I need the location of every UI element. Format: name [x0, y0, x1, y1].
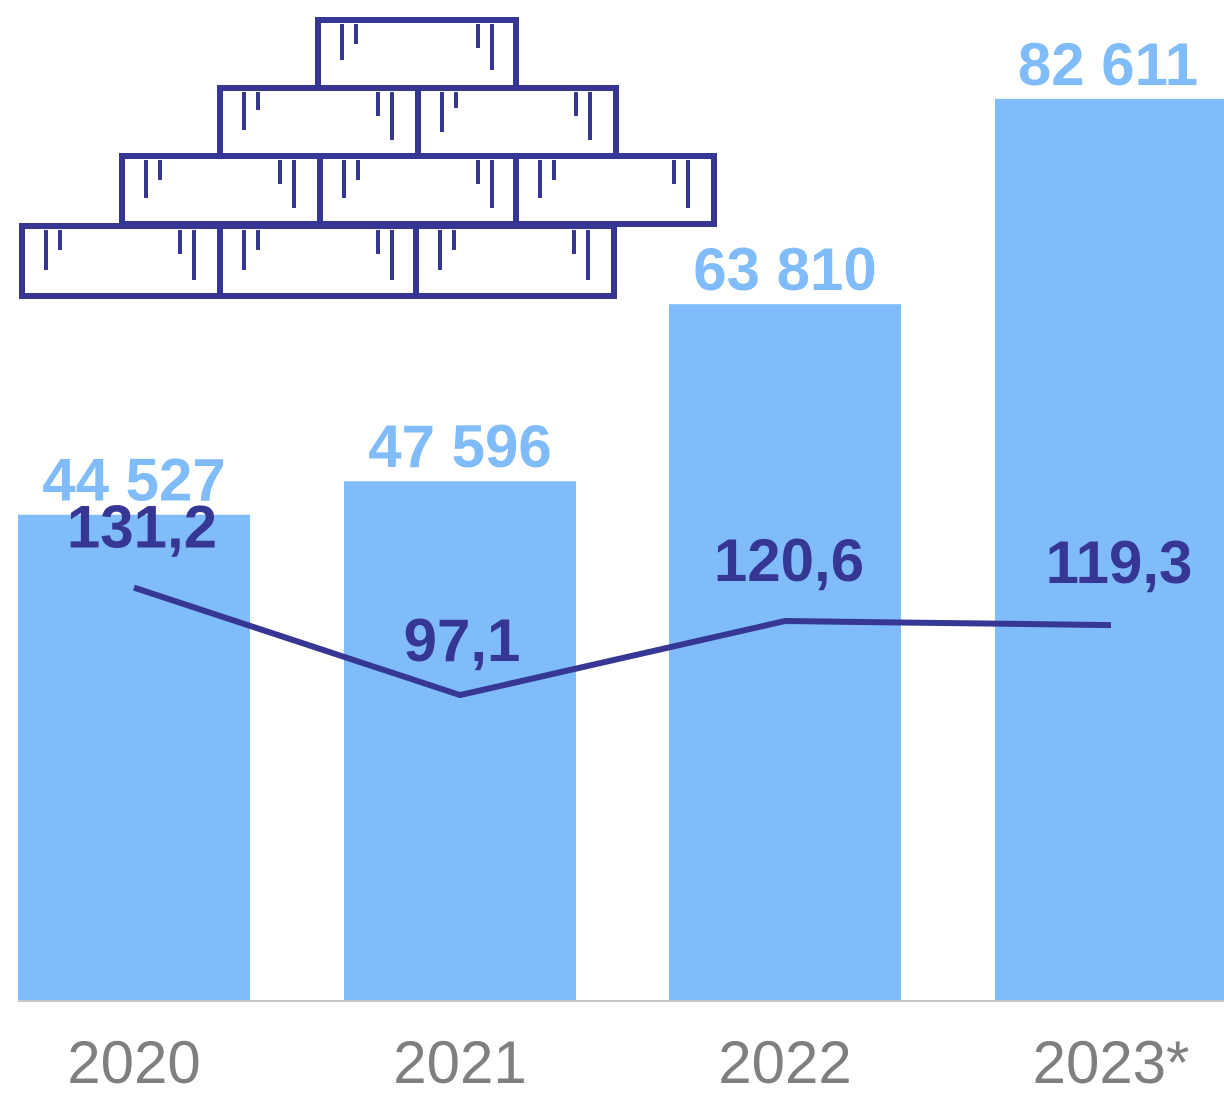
bar-value-label: 44 527: [42, 447, 226, 514]
line-value-label: 131,2: [67, 494, 217, 561]
bar-2021: [344, 481, 576, 1001]
line-value-label: 119,3: [1046, 529, 1193, 596]
bar-2023: [995, 98, 1224, 1001]
line-value-label: 120,6: [714, 527, 864, 594]
bars-layer: [18, 98, 1224, 1002]
line-layer: [133, 584, 1112, 699]
bar-2022: [669, 304, 901, 1002]
bar-value-label: 63 810: [693, 236, 877, 303]
bar-2020: [18, 514, 250, 1001]
labels-layer: 44 527 2020 47 596 2021 63 810 2022 82 611 2023…: [42, 31, 1198, 1094]
x-tick-label: 2022: [718, 1029, 851, 1094]
brick-pyramid-icon: [19, 17, 717, 299]
bar-value-label: 82 611: [1018, 31, 1198, 98]
x-tick-label: 2020: [67, 1029, 200, 1094]
line-value-label: 97,1: [404, 607, 521, 674]
bar-value-label: 47 596: [368, 413, 552, 480]
line-series: [133, 584, 1112, 699]
x-tick-label: 2023*: [1033, 1029, 1190, 1094]
x-tick-label: 2021: [393, 1029, 526, 1094]
